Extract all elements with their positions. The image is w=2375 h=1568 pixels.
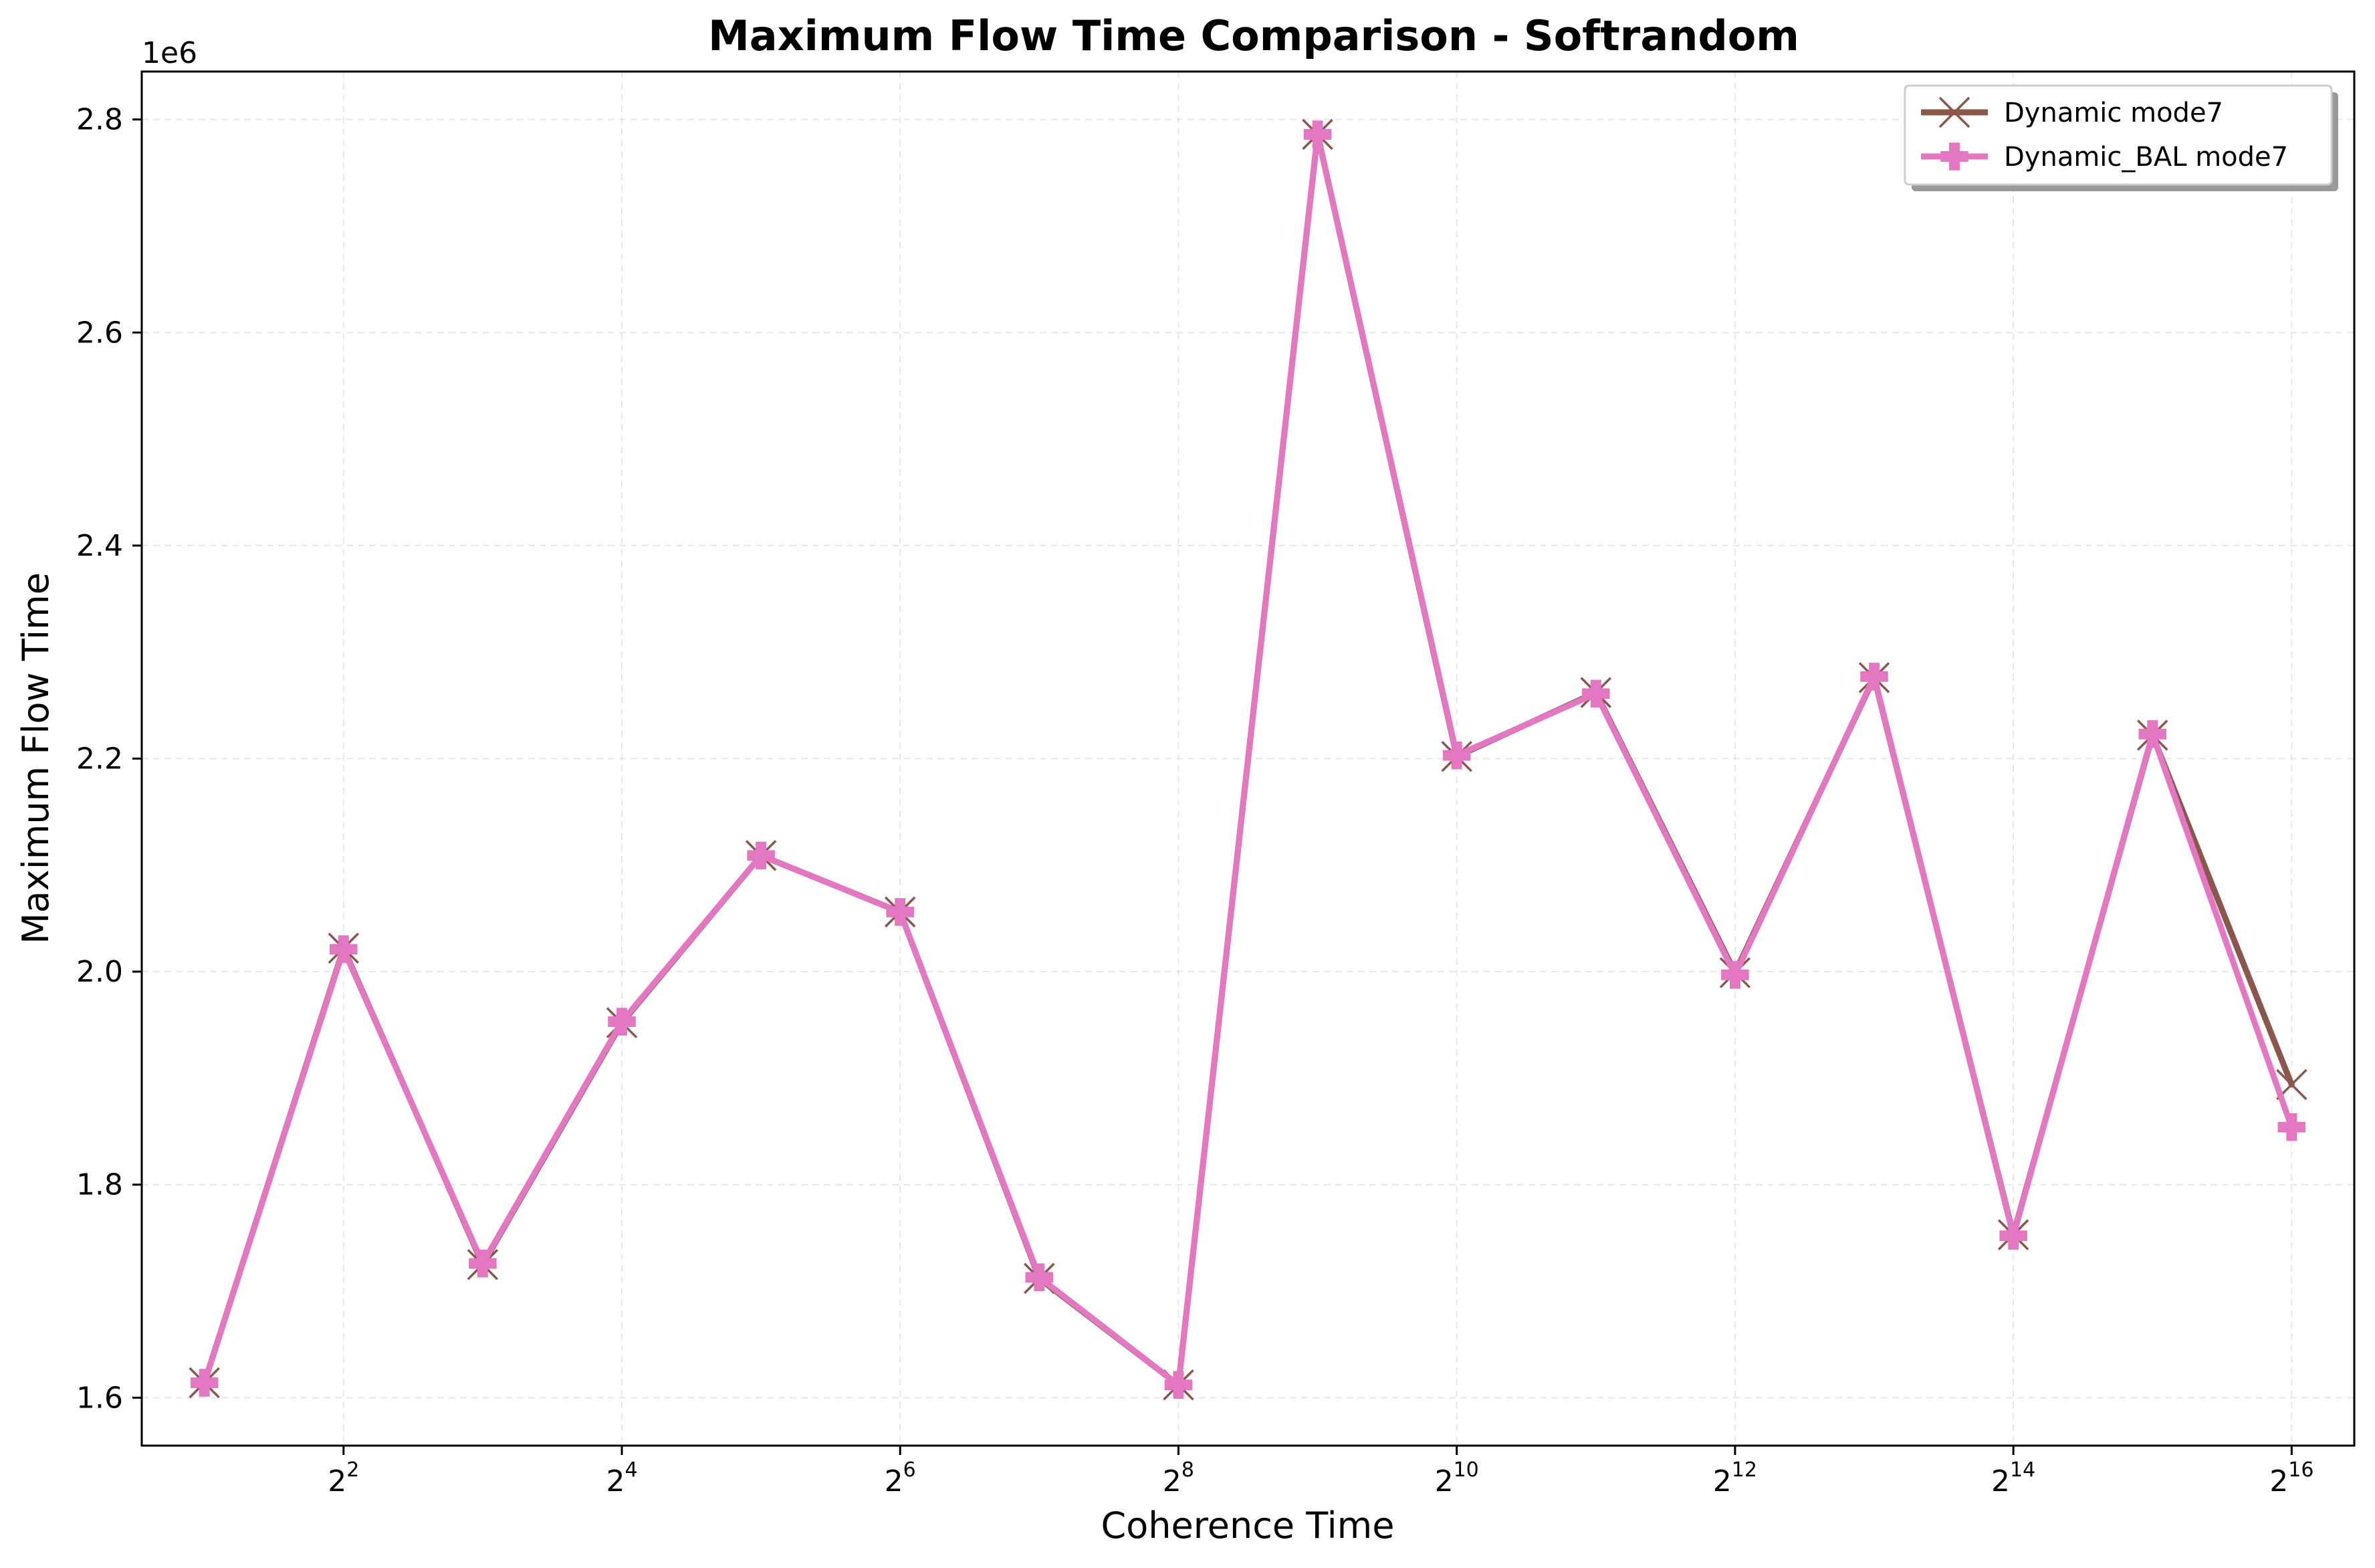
- legend-marker: [1940, 142, 1968, 171]
- series-dynamic-bal-mode7: [190, 120, 2306, 1399]
- data-point: [2138, 720, 2166, 748]
- x-tick-label: 24: [606, 1458, 637, 1498]
- data-point: [1025, 1263, 1054, 1292]
- legend-marker: [1938, 96, 1970, 128]
- y-axis-label: Maximum Flow Time: [15, 572, 57, 944]
- data-point: [747, 841, 775, 870]
- legend-item: Dynamic mode7: [1921, 96, 2223, 128]
- grid: [142, 72, 2354, 1446]
- y-tick-label: 2.4: [76, 529, 123, 563]
- x-tick-label: 212: [1713, 1458, 1757, 1498]
- x-tick-label: 22: [328, 1458, 359, 1498]
- y-tick-label: 2.2: [76, 742, 123, 776]
- data-point: [330, 935, 358, 964]
- data-point: [608, 1008, 636, 1036]
- series-line: [201, 131, 2295, 1388]
- x-axis-ticks: 22 24 26 28 210 212 214 216: [328, 1446, 2313, 1498]
- data-point: [469, 1249, 497, 1278]
- data-point: [1442, 741, 1471, 770]
- y-offset-label: 1e6: [142, 36, 197, 70]
- y-tick-label: 2.6: [76, 316, 123, 350]
- x-tick-label: 210: [1435, 1458, 1479, 1498]
- x-tick-label: 216: [2269, 1458, 2313, 1498]
- legend-label: Dynamic_BAL mode7: [2004, 142, 2288, 173]
- data-point: [1303, 120, 1332, 148]
- y-axis-ticks: 1.6 1.8 2.0 2.2 2.4 2.6 2.8: [76, 103, 142, 1415]
- data-point: [1860, 663, 1888, 691]
- data-point: [1999, 1222, 2027, 1250]
- series-layer: [189, 118, 2307, 1401]
- y-tick-label: 2.0: [76, 955, 123, 989]
- data-point: [886, 898, 914, 926]
- legend: Dynamic mode7 Dynamic_BAL mode7: [1904, 84, 2338, 191]
- data-point: [1582, 679, 1610, 708]
- x-tick-label: 26: [885, 1458, 916, 1498]
- chart-title: Maximum Flow Time Comparison - Softrando…: [708, 11, 1799, 60]
- data-point: [1164, 1371, 1193, 1399]
- x-axis-label: Coherence Time: [1101, 1504, 1395, 1547]
- x-tick-label: 28: [1163, 1458, 1194, 1498]
- legend-frame: [1904, 84, 2333, 186]
- y-tick-label: 1.6: [76, 1381, 123, 1415]
- y-tick-label: 2.8: [76, 103, 123, 137]
- y-tick-label: 1.8: [76, 1168, 123, 1202]
- data-point: [2277, 1113, 2306, 1141]
- data-point: [1721, 961, 1749, 989]
- x-tick-label: 214: [1991, 1458, 2035, 1498]
- legend-item: Dynamic_BAL mode7: [1921, 142, 2288, 173]
- data-point: [190, 1369, 219, 1397]
- legend-label: Dynamic mode7: [2004, 98, 2223, 128]
